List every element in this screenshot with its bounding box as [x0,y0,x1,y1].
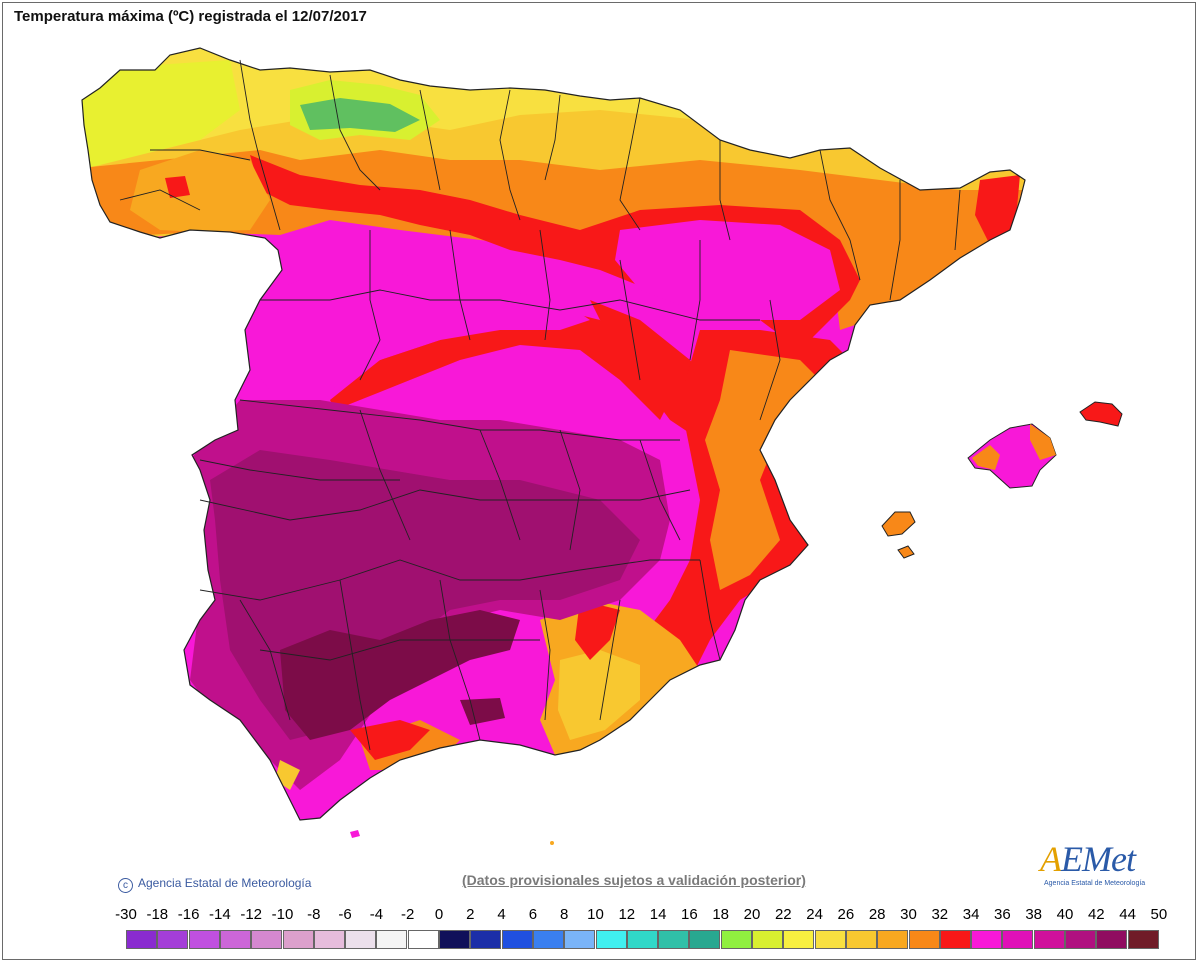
legend-swatch [1127,930,1159,949]
legend-swatch [345,930,377,949]
legend-tick-label: 8 [560,906,569,923]
aemet-wordmark: AEMet [1040,839,1136,879]
legend-swatch [157,930,189,949]
legend-tick-label: 26 [837,906,855,923]
legend-tick-label: 32 [931,906,949,923]
legend-tick-label: 22 [774,906,792,923]
ceuta-melilla [350,830,554,845]
legend-swatch [219,930,251,949]
legend-tick-label: 14 [649,906,667,923]
legend-swatch [439,930,470,949]
legend-swatch [126,930,157,949]
legend-swatch [376,930,408,949]
legend-tick-label: 4 [497,906,506,923]
legend-tick-label: -4 [369,906,384,923]
legend-swatch [470,930,502,949]
legend-swatch [188,930,220,949]
legend-swatch [908,930,940,949]
legend-tick-label: 44 [1119,906,1136,923]
legend-swatch [1033,930,1065,949]
legend-swatch [282,930,314,949]
legend-swatch [251,930,283,949]
legend-swatch [689,930,721,949]
copyright-notice: c Agencia Estatal de Meteorología [118,876,311,893]
legend-swatch [658,930,690,949]
copyright-icon: c [118,878,133,893]
legend-tick-label: -18 [146,906,169,923]
legend-tick-label: 0 [434,906,444,923]
legend-swatch [971,930,1003,949]
legend-swatch [783,930,815,949]
legend-swatch [564,930,596,949]
legend-swatch [595,930,627,949]
legend-tick-label: -14 [209,906,231,923]
legend-swatch [1096,930,1128,949]
legend-tick-label: 30 [900,906,917,923]
province-borders [119,59,961,751]
legend-tick-label: 38 [1025,906,1043,923]
legend-swatch [626,930,658,949]
legend-swatch [532,930,564,949]
legend-tick-label: 50 [1150,906,1168,923]
legend-swatch [720,930,752,949]
legend-tick-label: 2 [466,906,475,923]
legend-tick-label: 12 [618,906,636,923]
map-title: Temperatura máxima (ºC) registrada el 12… [14,8,367,25]
legend-swatch [313,930,345,949]
aemet-logo-subtitle: Agencia Estatal de Meteorología [1044,880,1146,887]
legend-tick-label: 18 [712,906,730,923]
balearic-islands [881,401,1123,559]
legend-tick-label: 40 [1056,906,1074,923]
legend-tick-label: 42 [1087,906,1105,923]
legend-swatch [814,930,846,949]
legend-swatch [407,930,439,949]
legend-tick-label: -16 [177,906,200,923]
legend-tick-label: 28 [868,906,886,923]
legend-tick-label: -8 [307,906,321,923]
legend-tick-label: 10 [587,906,604,923]
legend-swatch [501,930,533,949]
legend-tick-label: 34 [962,906,980,923]
temperature-color-legend: -30 -18 -16 -14 -12 -10 -8 -6 -4 -2 0 2 4 6 8 10 12 14 16 1… [0,906,1200,956]
legend-tick-label: -2 [401,906,415,923]
temperature-map [81,47,1123,845]
legend-tick-label: 24 [806,906,823,923]
legend-swatch [1065,930,1096,949]
aemet-logo: AEMet Agencia Estatal de Meteorología [1040,838,1160,894]
legend-tick-label: -10 [271,906,294,923]
copyright-text: Agencia Estatal de Meteorología [138,876,312,890]
legend-tick-label: 20 [743,906,761,923]
provisional-data-disclaimer: (Datos provisionales sujetos a validació… [462,872,806,888]
legend-swatch [1002,930,1034,949]
legend-swatch [845,930,877,949]
legend-tick-label: 6 [528,906,538,923]
legend-tick-label: -12 [240,906,263,923]
legend-swatch [877,930,909,949]
legend-tick-label: -30 [115,906,137,923]
legend-tick-label: 36 [994,906,1011,923]
legend-swatch [939,930,971,949]
legend-tick-label: 16 [681,906,698,923]
legend-tick-label: -6 [338,906,352,923]
legend-swatch [752,930,783,949]
